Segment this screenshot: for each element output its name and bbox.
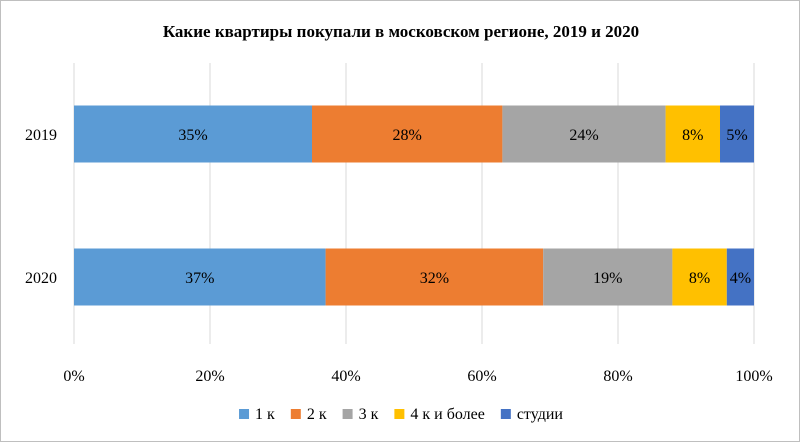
legend-swatch	[239, 409, 250, 419]
data-label: 4%	[730, 270, 751, 287]
x-tick-label: 0%	[63, 368, 84, 385]
x-tick-label: 80%	[603, 368, 632, 385]
chart-title: Какие квартиры покупали в московском рег…	[163, 22, 639, 41]
data-label: 8%	[689, 270, 710, 287]
bar-segment	[502, 105, 666, 163]
data-label: 5%	[726, 127, 747, 144]
legend-label: 1 к	[255, 406, 275, 423]
legend-swatch	[342, 409, 353, 419]
data-label: 24%	[569, 127, 598, 144]
category-label: 2020	[25, 270, 57, 287]
data-label: 19%	[593, 270, 622, 287]
bar-segment	[672, 248, 727, 306]
bars: 35% 28% 24% 8% 5% 37% 32% 19% 8% 4%	[74, 105, 754, 306]
data-label: 28%	[393, 127, 422, 144]
bar-segment	[720, 105, 754, 163]
data-label: 35%	[178, 127, 207, 144]
legend-swatch	[500, 409, 511, 419]
data-label: 37%	[185, 270, 214, 287]
legend-label: 4 к и более	[410, 406, 484, 423]
bar-segment	[312, 105, 503, 163]
category-label: 2019	[25, 127, 57, 144]
x-tick-label: 60%	[467, 368, 496, 385]
bar-segment	[726, 248, 754, 306]
data-label: 8%	[682, 127, 703, 144]
legend-swatch	[290, 409, 301, 419]
bar-segment	[74, 248, 326, 306]
bar-segment	[665, 105, 720, 163]
category-labels: 2019 2020	[25, 127, 57, 287]
x-tick-label: 20%	[195, 368, 224, 385]
x-tick-label: 100%	[735, 368, 772, 385]
bar-segment	[325, 248, 544, 306]
legend-label: 2 к	[307, 406, 327, 423]
bar-segment	[543, 248, 673, 306]
x-tick-label: 40%	[331, 368, 360, 385]
legend: 1 к 2 к 3 к 4 к и более студии	[239, 406, 563, 423]
legend-swatch	[394, 409, 405, 419]
legend-label: 3 к	[359, 406, 379, 423]
legend-label: студии	[517, 406, 564, 423]
data-label: 32%	[420, 270, 449, 287]
x-axis-ticks: 0% 20% 40% 60% 80% 100%	[63, 368, 772, 385]
bar-segment	[74, 105, 312, 163]
